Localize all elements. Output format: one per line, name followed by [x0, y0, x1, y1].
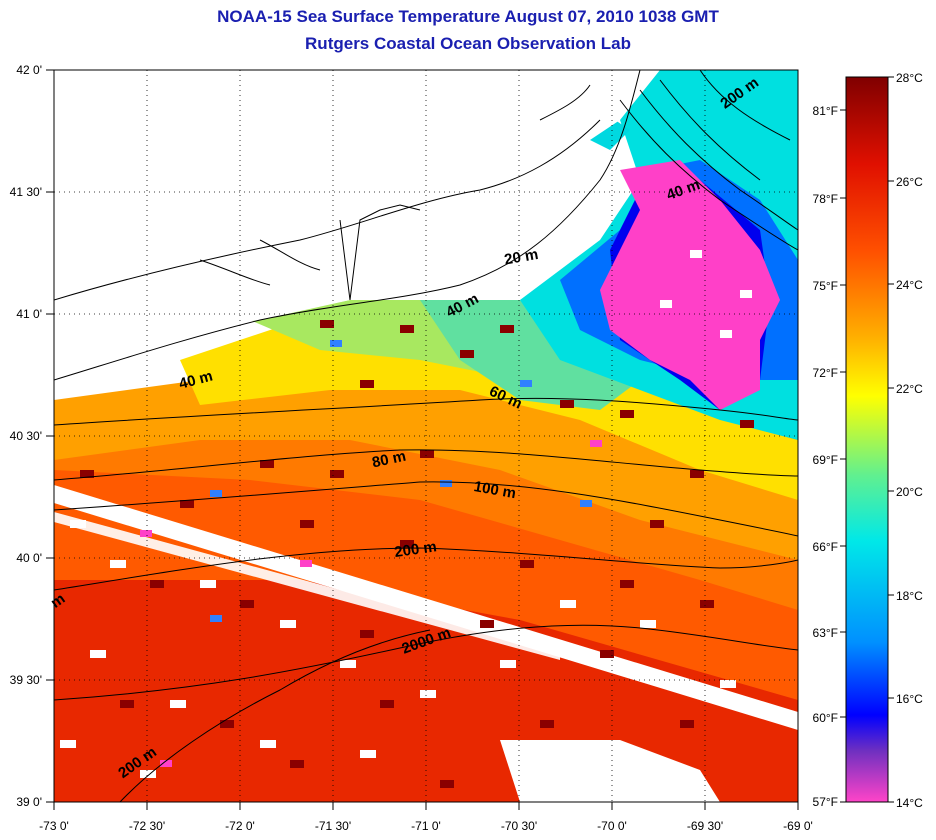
lat-label: 40 0'	[16, 551, 42, 565]
map-ticks	[46, 69, 799, 810]
colorbar-celsius-label: 18°C	[896, 589, 923, 603]
colorbar-fahrenheit-label: 69°F	[813, 453, 838, 467]
lon-label: -70 0'	[597, 819, 627, 833]
contour-label-20m: 20 m	[503, 246, 540, 269]
colorbar-fahrenheit-label: 78°F	[813, 192, 838, 206]
colorbar-celsius-label: 14°C	[896, 796, 923, 810]
lat-label: 39 0'	[16, 795, 42, 809]
colorbar-celsius-label: 22°C	[896, 382, 923, 396]
longitude-labels: -73 0' -72 30' -72 0' -71 30' -71 0' -70…	[39, 819, 813, 833]
lat-label: 42 0'	[16, 63, 42, 77]
chart-subtitle: Rutgers Coastal Ocean Observation Lab	[305, 34, 631, 53]
colorbar-fahrenheit-label: 63°F	[813, 626, 838, 640]
colorbar-celsius-label: 26°C	[896, 175, 923, 189]
lat-label: 41 0'	[16, 307, 42, 321]
colorbar-gradient	[845, 76, 889, 803]
colorbar-celsius-label: 28°C	[896, 71, 923, 85]
colorbar-fahrenheit-label: 60°F	[813, 711, 838, 725]
colorbar: 28°C 26°C 24°C 22°C 20°C 18°C 16°C 14°C …	[813, 71, 924, 810]
colorbar-fahrenheit-label: 75°F	[813, 279, 838, 293]
contour-label-80m: 80 m	[371, 448, 408, 472]
colorbar-celsius-label: 20°C	[896, 485, 923, 499]
colorbar-fahrenheit-label: 66°F	[813, 540, 838, 554]
colorbar-fahrenheit-label: 81°F	[813, 104, 838, 118]
colorbar-fahrenheit-label: 57°F	[813, 795, 838, 809]
chart-title: NOAA-15 Sea Surface Temperature August 0…	[217, 7, 719, 26]
sst-field	[54, 70, 798, 802]
lon-label: -69 30'	[687, 819, 723, 833]
lon-label: -73 0'	[39, 819, 69, 833]
lon-label: -71 30'	[315, 819, 351, 833]
lon-label: -71 0'	[411, 819, 441, 833]
lat-label: 39 30'	[10, 673, 42, 687]
lon-label: -70 30'	[501, 819, 537, 833]
colorbar-fahrenheit-label: 72°F	[813, 366, 838, 380]
latitude-labels: 42 0' 41 30' 41 0' 40 30' 40 0' 39 30' 3…	[10, 63, 42, 809]
lon-label: -69 0'	[783, 819, 813, 833]
colorbar-celsius-label: 16°C	[896, 692, 923, 706]
map-grid	[54, 70, 798, 802]
contour-lines	[54, 70, 798, 802]
contour-label-200m-mid: 200 m	[393, 538, 437, 561]
lon-label: -72 0'	[225, 819, 255, 833]
lat-label: 41 30'	[10, 185, 42, 199]
lat-label: 40 30'	[10, 429, 42, 443]
colorbar-celsius-label: 24°C	[896, 278, 923, 292]
lon-label: -72 30'	[129, 819, 165, 833]
